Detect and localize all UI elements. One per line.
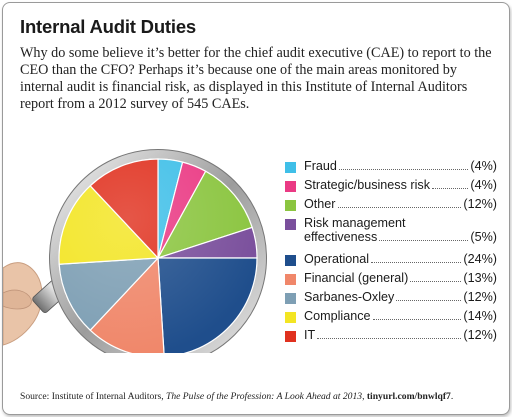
- legend-value: (4%): [470, 159, 497, 173]
- legend-swatch: [285, 293, 296, 304]
- legend-item-sarbanes-oxley: Sarbanes-Oxley (12%): [285, 290, 497, 309]
- legend-leader-dots: [379, 240, 469, 241]
- legend-swatch: [285, 219, 296, 230]
- legend-leader-dots: [432, 188, 469, 189]
- legend-item-it: IT (12%): [285, 328, 497, 347]
- legend-value: (5%): [470, 230, 497, 244]
- legend-label: Compliance: [304, 309, 371, 323]
- legend-leader-dots: [371, 262, 462, 263]
- legend-swatch: [285, 331, 296, 342]
- legend-leader-dots: [396, 300, 462, 301]
- legend-label: Risk management: [304, 216, 406, 230]
- legend-swatch: [285, 255, 296, 266]
- legend-value: (4%): [470, 178, 497, 192]
- source-separator: ,: [362, 391, 367, 402]
- legend-swatch: [285, 181, 296, 192]
- legend-item-financial-general: Financial (general) (13%): [285, 271, 497, 290]
- legend-swatch: [285, 274, 296, 285]
- legend-value: (12%): [463, 328, 497, 342]
- legend-item-compliance: Compliance (14%): [285, 309, 497, 328]
- legend-label: Operational: [304, 252, 370, 266]
- legend-item-other: Other (12%): [285, 197, 497, 216]
- legend-item-fraud: Fraud (4%): [285, 159, 497, 178]
- legend-label: Financial (general): [304, 271, 409, 285]
- legend-leader-dots: [317, 338, 462, 339]
- legend-value: (13%): [463, 271, 497, 285]
- legend-value: (12%): [463, 290, 497, 304]
- legend-value: (12%): [463, 197, 497, 211]
- legend-item-risk-management-effectiveness: Risk management effectiveness (5%): [285, 216, 497, 252]
- legend-item-operational: Operational (24%): [285, 252, 497, 271]
- legend-value: (14%): [463, 309, 497, 323]
- source-citation: Source: Institute of Internal Auditors, …: [20, 391, 505, 402]
- legend-leader-dots: [372, 319, 462, 320]
- source-url[interactable]: tinyurl.com/bnwlqf7: [366, 391, 451, 402]
- intro-paragraph: Why do some believe it’s better for the …: [20, 45, 492, 112]
- legend-swatch: [285, 312, 296, 323]
- legend-swatch: [285, 162, 296, 173]
- legend-label: Sarbanes-Oxley: [304, 290, 395, 304]
- legend-leader-dots: [410, 281, 462, 282]
- hand-finger: [3, 289, 32, 310]
- chart-legend: Fraud (4%) Strategic/business risk (4%) Othe…: [285, 159, 497, 347]
- lens-glare: [59, 159, 257, 353]
- legend-label: Other: [304, 197, 336, 211]
- legend-label: Strategic/business risk: [304, 178, 430, 192]
- magnifier-pie-figure: [3, 149, 267, 353]
- legend-value: (24%): [463, 252, 497, 266]
- legend-label: IT: [304, 328, 316, 342]
- card-title: Internal Audit Duties: [20, 16, 197, 37]
- magnifier-rim: [49, 149, 267, 353]
- legend-leader-dots: [338, 169, 469, 170]
- source-publication: The Pulse of the Profession: A Look Ahea…: [166, 391, 363, 402]
- source-prefix: Source: Institute of Internal Auditors,: [20, 391, 167, 402]
- legend-label: effectiveness: [304, 230, 378, 244]
- legend-item-strategic-business-risk: Strategic/business risk (4%): [285, 178, 497, 197]
- legend-label: Fraud: [304, 159, 337, 173]
- legend-leader-dots: [337, 207, 462, 208]
- legend-swatch: [285, 200, 296, 211]
- source-suffix: .: [450, 391, 454, 402]
